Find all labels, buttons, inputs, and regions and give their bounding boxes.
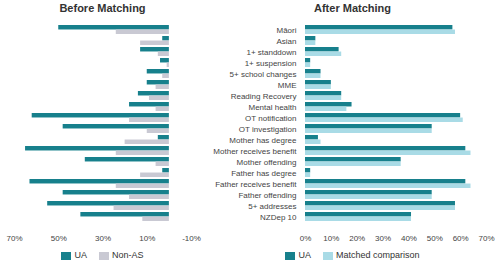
html-text:Matched comparison: Matched comparison: [336, 250, 420, 260]
svg-text:Father offending: Father offending: [238, 191, 296, 200]
html-text:Non-AS: Non-AS: [112, 250, 144, 260]
svg-text:60%: 60%: [453, 234, 469, 243]
svg-text:30%: 30%: [375, 234, 391, 243]
svg-text:50%: 50%: [427, 234, 443, 243]
svg-text:OT investigation: OT investigation: [239, 125, 297, 134]
svg-text:0%: 0%: [300, 234, 312, 243]
html-text:UA: UA: [74, 250, 87, 260]
svg-text:5+ addresses: 5+ addresses: [248, 202, 296, 211]
html-text:After Matching: After Matching: [314, 2, 391, 14]
svg-text:1+ suspension: 1+ suspension: [245, 59, 297, 68]
svg-text:10%: 10%: [139, 234, 155, 243]
svg-text:10%: 10%: [323, 234, 339, 243]
html-text:UA: UA: [298, 250, 311, 260]
html-text:Before Matching: Before Matching: [59, 2, 146, 14]
svg-text:70%: 70%: [478, 234, 494, 243]
svg-text:1+ standdown: 1+ standdown: [246, 48, 296, 57]
svg-text:Māori: Māori: [276, 26, 296, 35]
svg-text:50%: 50%: [51, 234, 67, 243]
svg-text:Reading Recovery: Reading Recovery: [231, 92, 297, 101]
svg-text:Mental health: Mental health: [248, 103, 296, 112]
svg-text:20%: 20%: [349, 234, 365, 243]
svg-text:OT notification: OT notification: [245, 114, 296, 123]
svg-text:NZDep 10: NZDep 10: [260, 213, 297, 222]
svg-text:Mother has degree: Mother has degree: [229, 136, 297, 145]
svg-text:5+ school changes: 5+ school changes: [230, 70, 297, 79]
svg-text:Mother receives benefit: Mother receives benefit: [213, 147, 297, 156]
svg-text:Asian: Asian: [276, 37, 296, 46]
svg-text:30%: 30%: [95, 234, 111, 243]
svg-text:Father receives benefit: Father receives benefit: [215, 180, 297, 189]
svg-text:Father has degree: Father has degree: [231, 169, 297, 178]
svg-text:40%: 40%: [401, 234, 417, 243]
svg-text:-10%: -10%: [182, 234, 201, 243]
svg-text:Mother offending: Mother offending: [237, 158, 297, 167]
svg-text:70%: 70%: [6, 234, 22, 243]
svg-text:MME: MME: [278, 81, 297, 90]
